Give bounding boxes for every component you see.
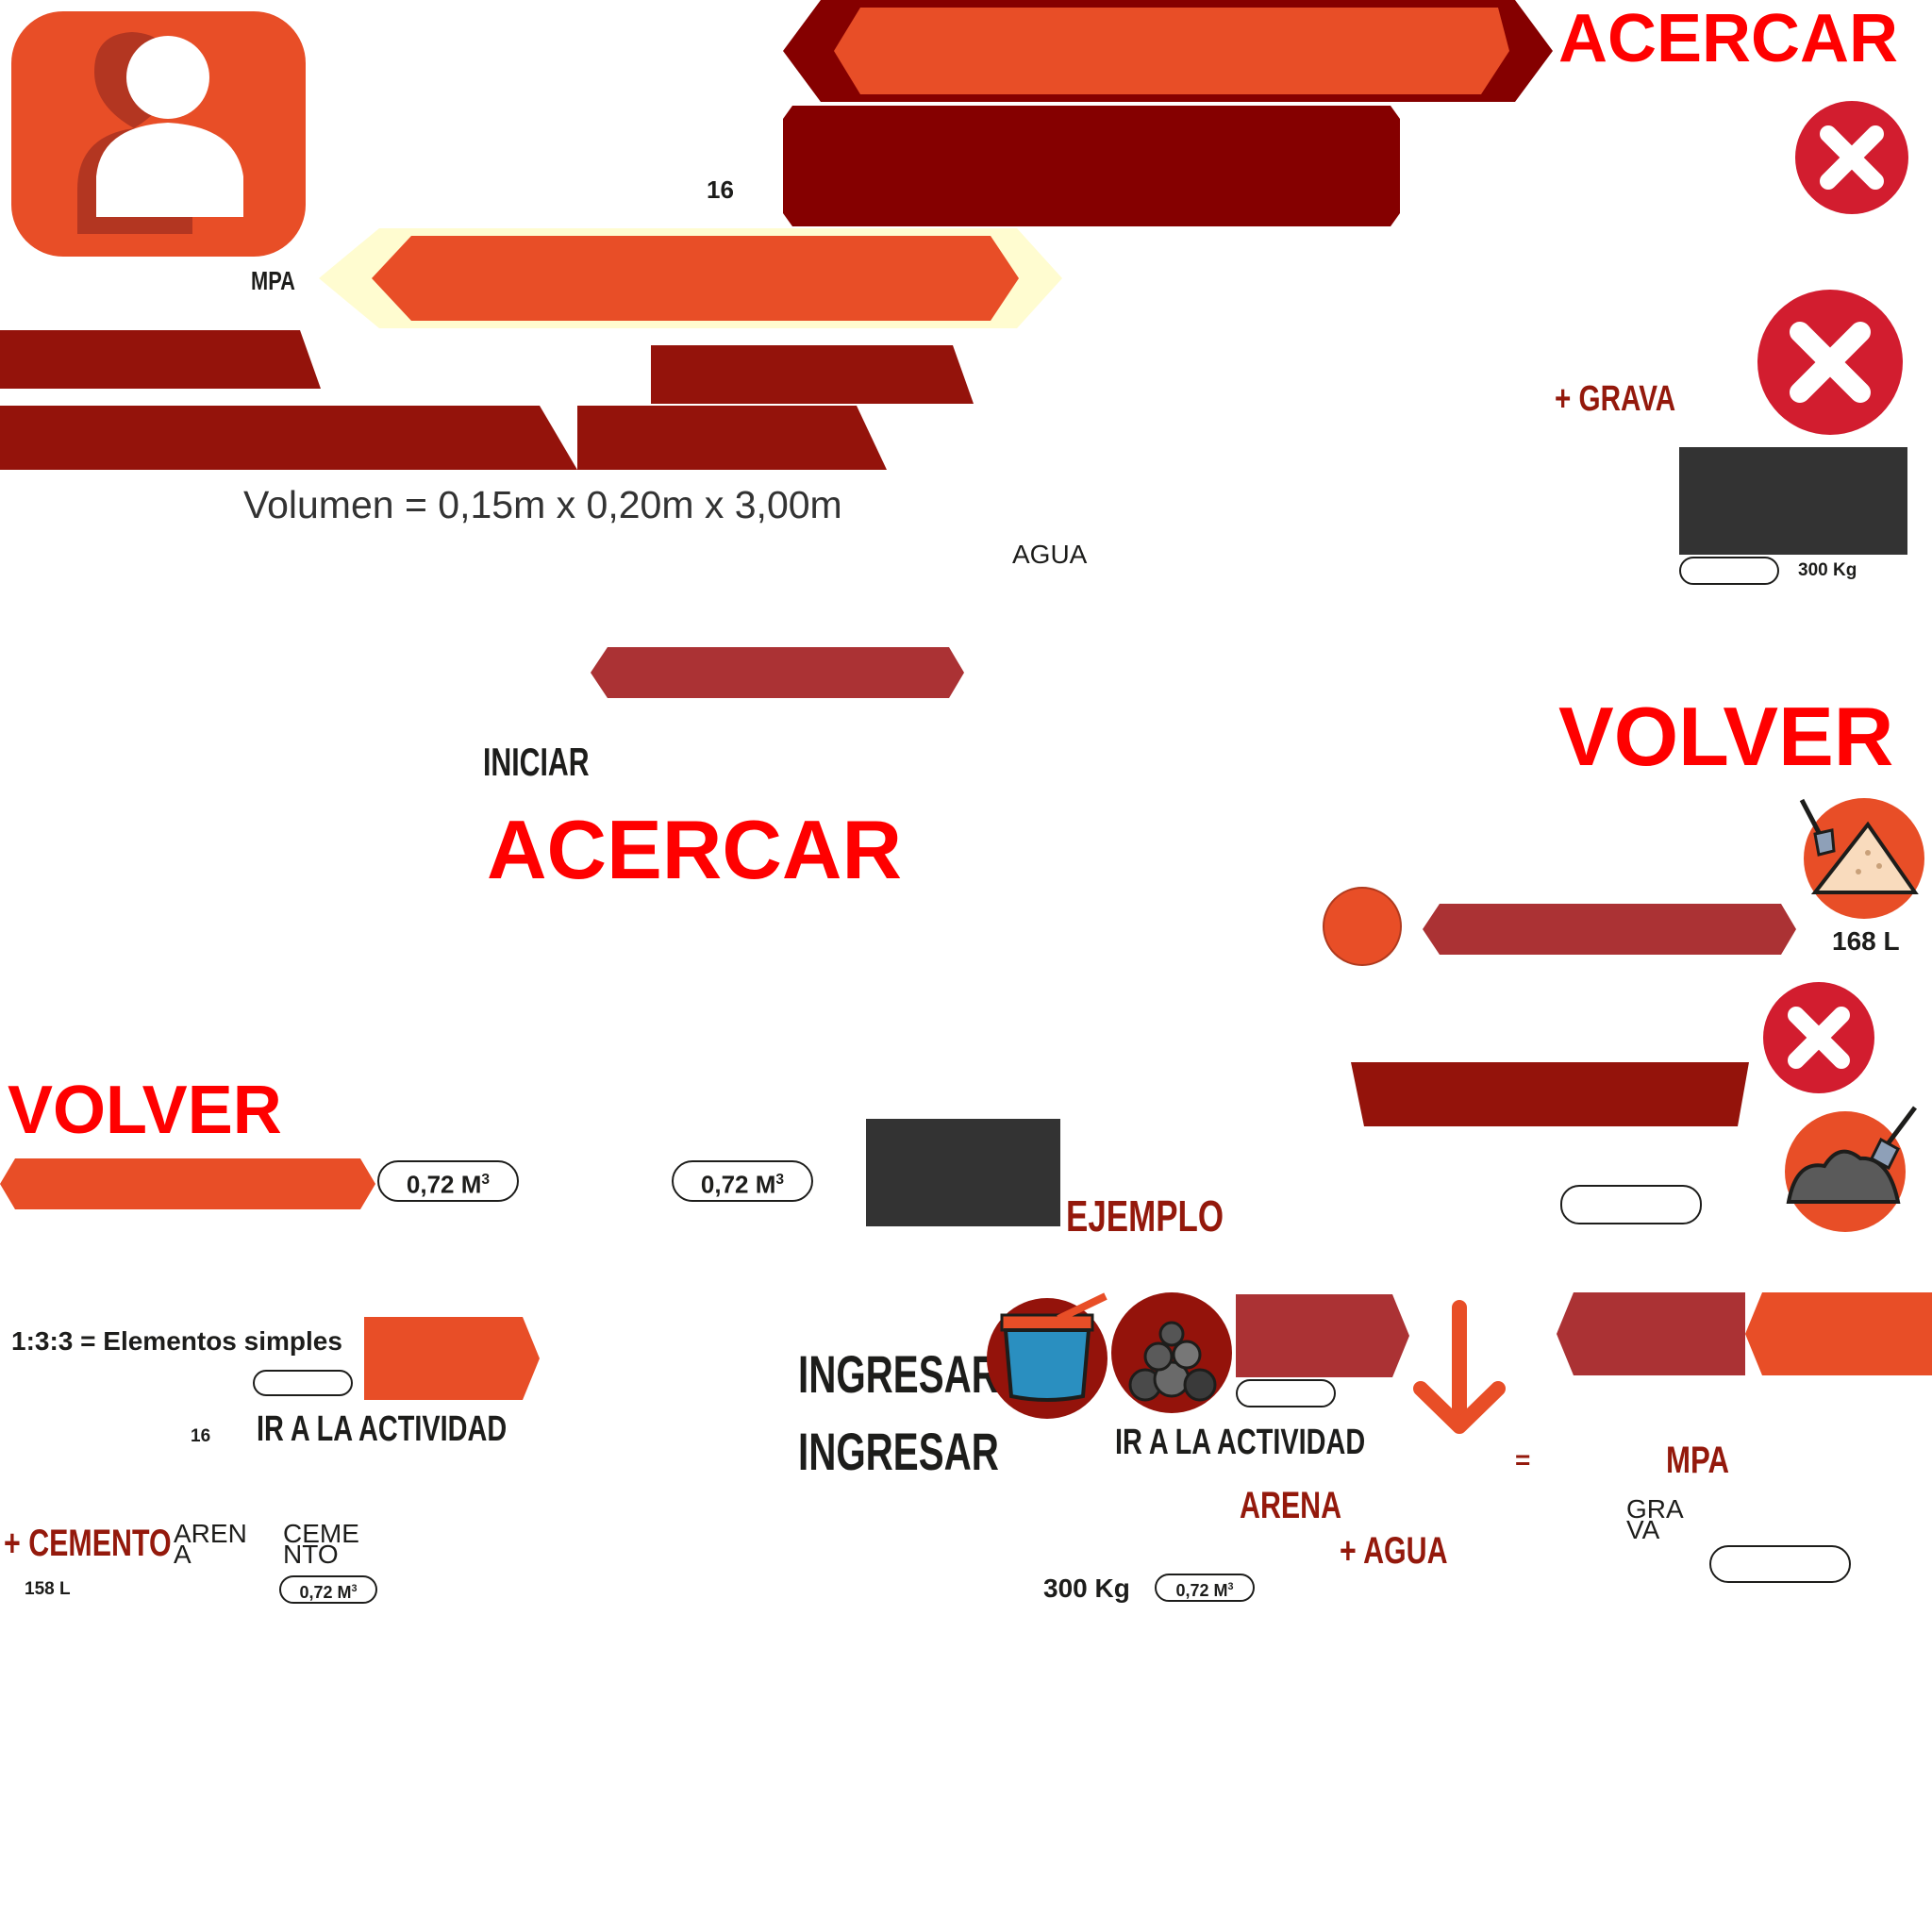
volume-pill-value: 0,72 M bbox=[406, 1170, 482, 1199]
volver-title-left[interactable]: VOLVER bbox=[8, 1073, 282, 1148]
acercar-title-top[interactable]: ACERCAR bbox=[1558, 1, 1898, 76]
volume-pill[interactable]: 0,72 M3 bbox=[377, 1160, 519, 1202]
arena-split-label-2: A bbox=[174, 1540, 192, 1569]
unit-superscript: 3 bbox=[775, 1172, 785, 1188]
orange-banner-left[interactable] bbox=[0, 1158, 375, 1209]
maroon-panel-top[interactable] bbox=[783, 106, 1400, 226]
volume-pill-small[interactable]: 0,72 M3 bbox=[279, 1575, 377, 1604]
grava-plus-label: + GRAVA bbox=[1555, 379, 1676, 419]
unit-superscript: 3 bbox=[351, 1583, 358, 1594]
water-bucket-icon bbox=[987, 1292, 1111, 1419]
volume-pill-value: 0,72 M bbox=[700, 1170, 776, 1199]
unit-superscript: 3 bbox=[1227, 1581, 1234, 1592]
unit-superscript: 3 bbox=[481, 1172, 491, 1188]
grava-split-label-1: GRA bbox=[1626, 1494, 1684, 1524]
dark-red-bar bbox=[577, 406, 887, 470]
acercar-title-mid[interactable]: ACERCAR bbox=[487, 803, 902, 896]
dark-red-bar bbox=[0, 330, 321, 389]
dark-red-trapezoid bbox=[1351, 1062, 1749, 1126]
input-pill[interactable] bbox=[253, 1370, 353, 1396]
agua-plus-label: + AGUA bbox=[1340, 1530, 1448, 1572]
input-pill[interactable] bbox=[1236, 1379, 1336, 1407]
top-banner-outer[interactable] bbox=[783, 0, 1553, 102]
mpa-label-bottom: MPA bbox=[1666, 1440, 1730, 1481]
stones-icon bbox=[1109, 1292, 1234, 1419]
ir-actividad-right[interactable]: IR A LA ACTIVIDAD bbox=[1115, 1423, 1366, 1462]
ratio-formula: 1:3:3 = Elementos simples bbox=[11, 1326, 342, 1356]
input-pill[interactable] bbox=[1709, 1545, 1851, 1583]
dark-red-bar bbox=[651, 345, 974, 404]
number-16-small: 16 bbox=[191, 1426, 211, 1446]
close-icon[interactable] bbox=[1794, 100, 1909, 215]
grava-split-label-2: VA bbox=[1626, 1515, 1660, 1544]
dark-red-bar bbox=[0, 406, 577, 470]
brick-banner-right[interactable] bbox=[1423, 904, 1796, 955]
volume-pill-value: 0,72 M bbox=[299, 1583, 352, 1602]
iniciar-label[interactable]: INICIAR bbox=[483, 740, 590, 784]
cemento-split-label-1: CEME bbox=[283, 1519, 359, 1548]
brick-banner[interactable] bbox=[591, 647, 964, 698]
cemento-split-label-2: NTO bbox=[283, 1540, 339, 1569]
image-placeholder bbox=[1679, 447, 1907, 555]
liters-168: 168 L bbox=[1832, 926, 1900, 956]
ejemplo-label[interactable]: EJEMPLO bbox=[1066, 1191, 1224, 1241]
ingresar-label[interactable]: INGRESAR bbox=[798, 1344, 999, 1404]
sand-pile-icon bbox=[1798, 796, 1928, 924]
volver-title-right[interactable]: VOLVER bbox=[1558, 690, 1894, 783]
arrow-down-icon bbox=[1409, 1298, 1509, 1436]
volume-formula: Volumen = 0,15m x 0,20m x 3,00m bbox=[243, 483, 842, 526]
volume-pill-small[interactable]: 0,72 M3 bbox=[1155, 1574, 1255, 1602]
orange-dot[interactable] bbox=[1323, 887, 1402, 966]
weight-300-top: 300 Kg bbox=[1798, 560, 1857, 580]
brick-banner-tab[interactable] bbox=[1557, 1292, 1745, 1375]
number-16-top: 16 bbox=[707, 175, 734, 204]
arena-split-label-1: AREN bbox=[174, 1519, 247, 1548]
volume-pill-value: 0,72 M bbox=[1175, 1581, 1228, 1600]
brick-arrow-box[interactable] bbox=[1236, 1294, 1409, 1377]
close-icon[interactable] bbox=[1757, 289, 1904, 436]
image-placeholder bbox=[866, 1119, 1060, 1226]
mpa-label-top: MPA bbox=[251, 266, 295, 295]
close-icon[interactable] bbox=[1762, 981, 1875, 1094]
ir-actividad-left[interactable]: IR A LA ACTIVIDAD bbox=[257, 1409, 508, 1449]
ingresar-label[interactable]: INGRESAR bbox=[798, 1422, 999, 1481]
liters-158: 158 L bbox=[25, 1579, 71, 1599]
arena-label: ARENA bbox=[1240, 1485, 1342, 1526]
equals-sign: = bbox=[1515, 1445, 1531, 1474]
agua-label-top: AGUA bbox=[1012, 540, 1088, 569]
user-icon[interactable] bbox=[11, 11, 306, 257]
gravel-pile-icon bbox=[1783, 1104, 1924, 1234]
orange-banner-tab[interactable] bbox=[1745, 1292, 1932, 1375]
orange-tab[interactable] bbox=[364, 1317, 540, 1400]
pale-banner[interactable] bbox=[319, 228, 1062, 328]
cemento-plus-label: + CEMENTO bbox=[4, 1523, 172, 1564]
input-pill[interactable] bbox=[1560, 1185, 1702, 1224]
weight-300-bottom: 300 Kg bbox=[1043, 1574, 1130, 1603]
volume-pill[interactable]: 0,72 M3 bbox=[672, 1160, 813, 1202]
input-pill[interactable] bbox=[1679, 557, 1779, 585]
